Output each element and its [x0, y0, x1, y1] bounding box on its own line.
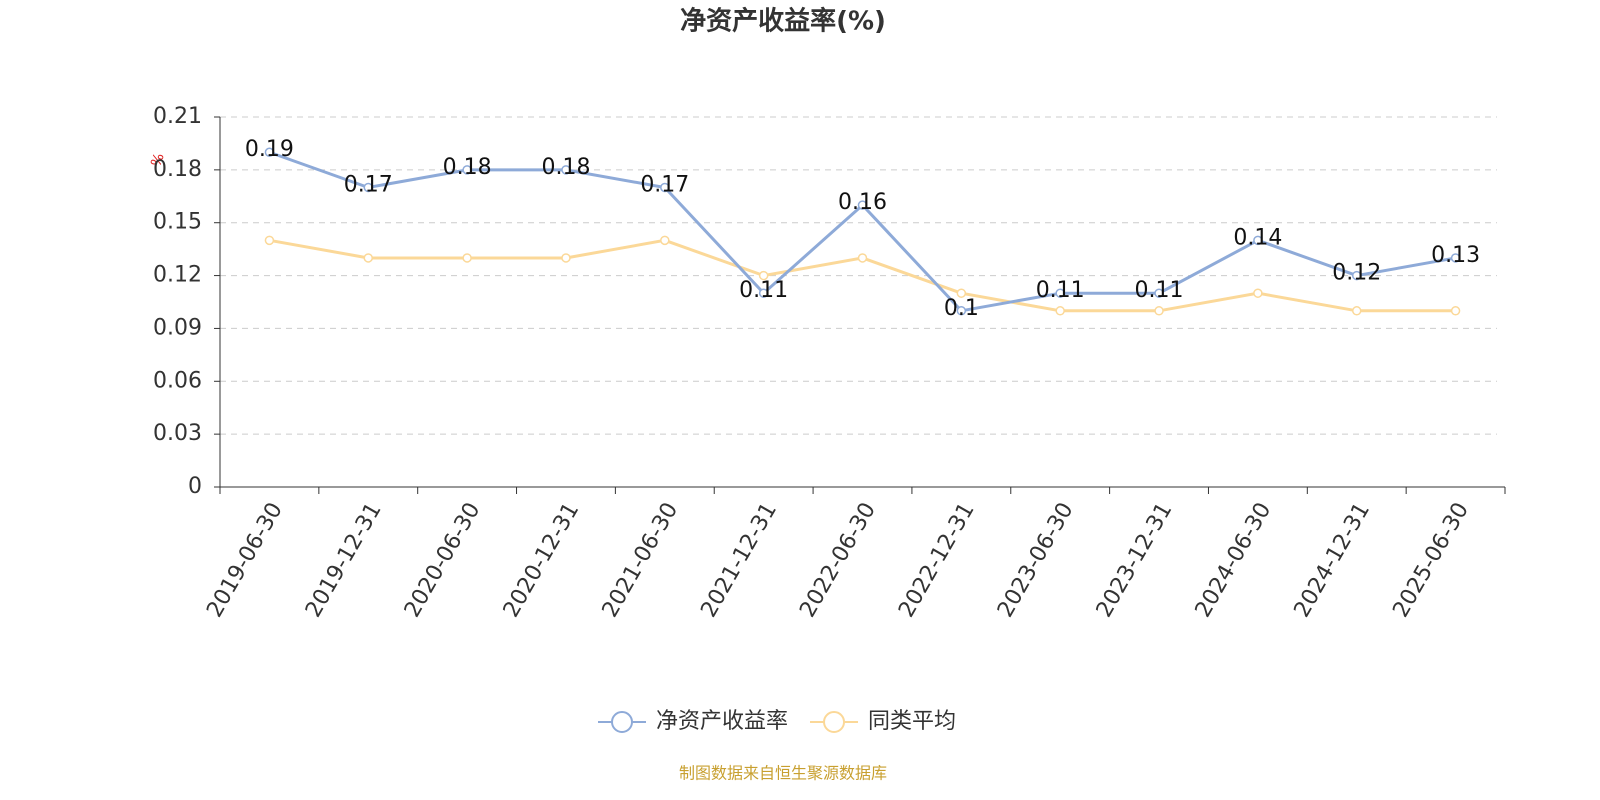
y-tick-label: 0.09 — [153, 315, 202, 340]
data-point — [363, 253, 374, 263]
x-tick-label: 2019-12-31 — [301, 499, 387, 622]
data-label: 0.19 — [245, 137, 294, 162]
x-tick-label: 2024-06-30 — [1191, 499, 1277, 622]
data-point — [561, 253, 571, 263]
x-tick-label: 2022-12-31 — [894, 499, 980, 622]
data-label: 0.11 — [1036, 278, 1085, 303]
data-point — [956, 306, 967, 316]
y-tick-label: 0.15 — [153, 210, 202, 235]
legend-label: 同类平均 — [868, 709, 956, 734]
data-label: 0.14 — [1233, 225, 1282, 250]
y-unit: % — [148, 151, 168, 169]
data-point — [857, 200, 868, 210]
data-point — [264, 235, 275, 246]
x-tick-label: 2020-12-31 — [499, 499, 585, 622]
legend-label: 净资产收益率 — [656, 709, 788, 734]
data-label: 0.18 — [541, 155, 590, 180]
y-tick-label: 0.21 — [153, 104, 202, 129]
y-tick-label: 0.03 — [153, 421, 202, 446]
x-tick-label: 2019-06-30 — [202, 499, 288, 622]
x-tick-label: 2023-06-30 — [993, 499, 1079, 622]
x-tick-label: 2025-06-30 — [1388, 499, 1474, 622]
data-label: 0.11 — [739, 278, 788, 303]
data-point — [1450, 306, 1461, 316]
data-point — [660, 182, 670, 193]
data-label: 0.17 — [344, 172, 393, 197]
data-label: 0.16 — [838, 190, 887, 215]
data-point — [1055, 288, 1065, 298]
data-label: 0.13 — [1431, 243, 1480, 268]
x-tick-label: 2021-06-30 — [598, 499, 684, 622]
source-note: 制图数据来自恒生聚源数据库 — [679, 764, 887, 783]
data-point — [363, 182, 374, 193]
data-label: 0.18 — [443, 155, 492, 180]
data-point — [1154, 288, 1164, 298]
data-point — [956, 288, 967, 298]
chart-title: 净资产收益率(%) — [680, 6, 886, 37]
data-point — [758, 288, 769, 298]
x-tick-label: 2020-06-30 — [400, 498, 486, 621]
data-point — [1154, 306, 1164, 316]
data-point — [1351, 270, 1362, 281]
data-label: 0.12 — [1332, 261, 1381, 286]
x-tick-label: 2024-12-31 — [1290, 499, 1376, 622]
legend-marker — [823, 711, 846, 733]
data-point — [1055, 306, 1065, 316]
y-tick-label: 0 — [188, 474, 202, 499]
data-point — [264, 147, 275, 157]
x-tick-label: 2021-12-31 — [696, 499, 782, 622]
y-tick-label: 0.06 — [153, 368, 202, 393]
data-label: 0.1 — [944, 296, 979, 321]
data-label: 0.11 — [1135, 278, 1184, 303]
x-tick-label: 2022-06-30 — [795, 499, 881, 622]
data-point — [1450, 253, 1461, 263]
data-label: 0.17 — [640, 172, 689, 197]
data-point — [462, 253, 472, 263]
data-point — [758, 270, 769, 281]
data-point — [1253, 288, 1263, 298]
data-point — [660, 235, 670, 246]
legend-marker — [611, 711, 633, 733]
data-point — [462, 165, 472, 175]
data-point — [1351, 306, 1362, 316]
data-point — [1253, 235, 1263, 246]
data-point — [857, 253, 868, 263]
y-tick-label: 0.12 — [153, 263, 202, 288]
y-tick-label: 0.18 — [153, 157, 202, 182]
data-point — [561, 165, 571, 175]
x-tick-label: 2023-12-31 — [1092, 499, 1178, 622]
